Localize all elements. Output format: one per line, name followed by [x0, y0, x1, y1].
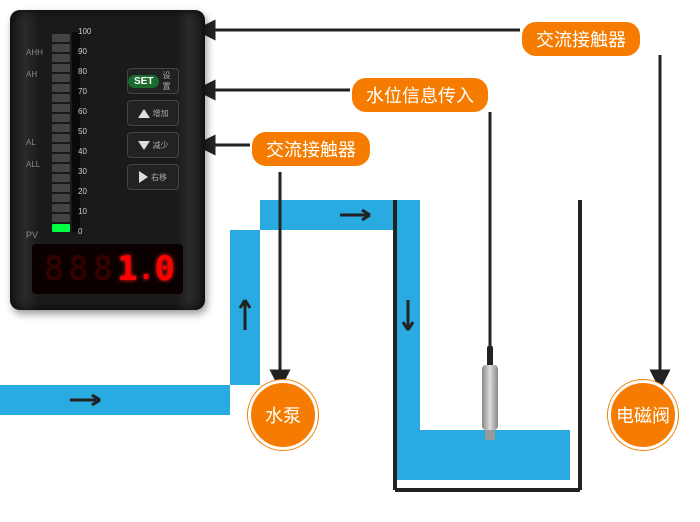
right-button[interactable]: 右移 — [127, 164, 179, 190]
bar-scale — [52, 32, 70, 232]
label-level-signal: 水位信息传入 — [350, 76, 490, 114]
valve-node: 电磁阀 — [608, 380, 678, 450]
label-ac-contactor-top: 交流接触器 — [520, 20, 642, 58]
set-button[interactable]: SET 设置 — [127, 68, 179, 94]
level-sensor — [482, 345, 498, 440]
pump-node: 水泵 — [248, 380, 318, 450]
up-button[interactable]: 增加 — [127, 100, 179, 126]
button-panel: SET 设置 增加 减少 右移 — [127, 68, 187, 196]
down-button[interactable]: 减少 — [127, 132, 179, 158]
seven-seg-display: 8881.0 — [32, 244, 183, 294]
label-ac-contactor-left: 交流接触器 — [250, 130, 372, 168]
level-controller: AHHAHALALL 0102030405060708090100 SET 设置… — [10, 10, 205, 310]
pv-label: PV — [26, 230, 38, 240]
valve-label: 电磁阀 — [616, 402, 670, 428]
pump-label: 水泵 — [265, 402, 301, 428]
